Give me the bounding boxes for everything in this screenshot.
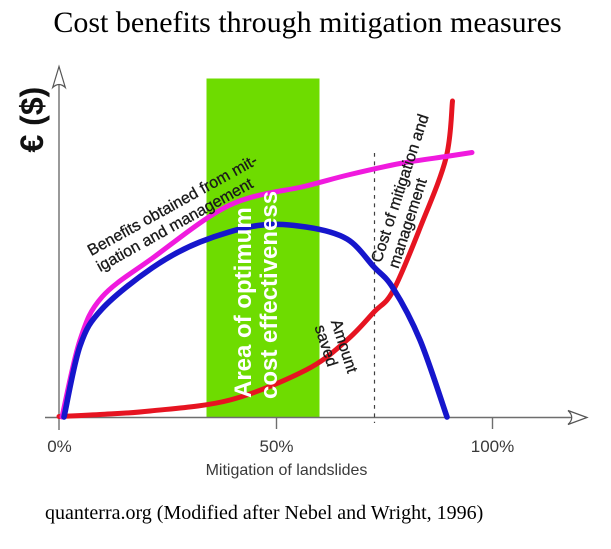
svg-text:100%: 100% (471, 437, 514, 456)
svg-text:Area of optimum: Area of optimum (230, 207, 257, 398)
svg-text:€ ($): € ($) (14, 87, 50, 153)
svg-text:50%: 50% (259, 437, 293, 456)
svg-text:Mitigation of landslides: Mitigation of landslides (206, 462, 368, 479)
svg-text:cost effectiveness: cost effectiveness (256, 191, 283, 399)
svg-text:0%: 0% (47, 437, 72, 456)
